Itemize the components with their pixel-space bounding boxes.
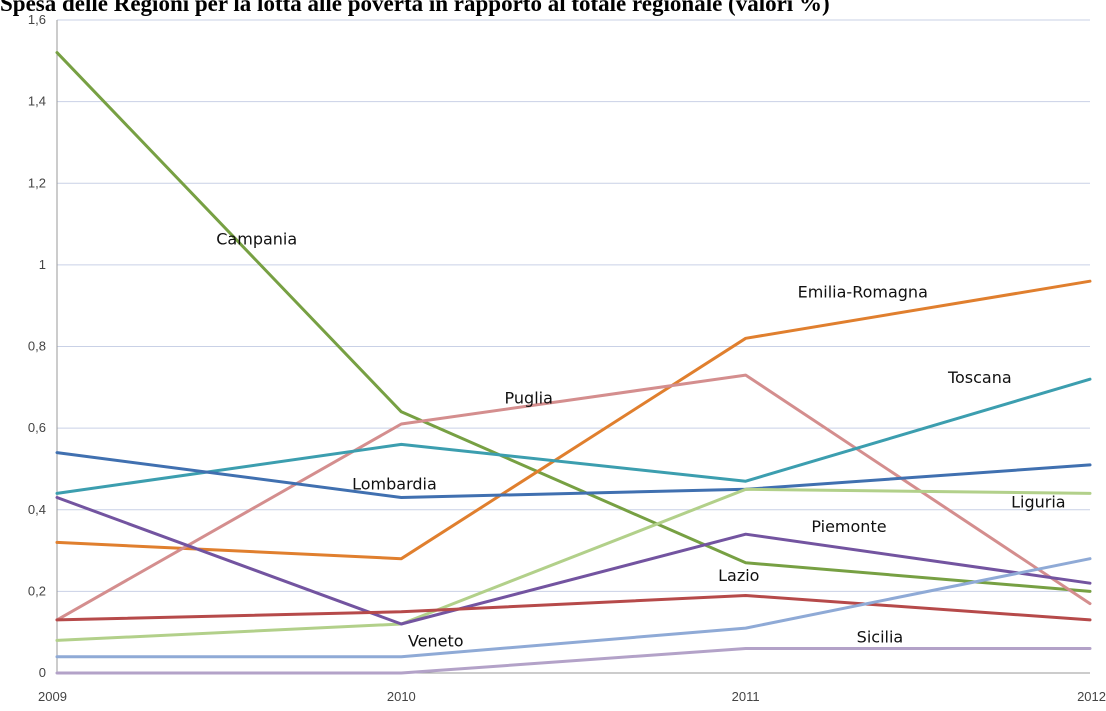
gridlines [57,19,1090,592]
series-label-emilia-romagna: Emilia-Romagna [798,283,928,302]
series-label-veneto: Veneto [408,631,464,650]
series-label-lazio: Lazio [718,566,759,585]
series-label-lombardia: Lombardia [352,474,437,493]
y-tick-label: 1,2 [28,175,46,190]
y-axis-ticks: 0 0,2 0,4 0,6 0,8 1 1,2 1,4 1,6 [28,12,46,680]
y-tick-label: 1 [39,257,46,272]
y-tick-label: 0,4 [28,502,46,517]
x-axis-ticks: 2009 2010 2011 2012 [38,689,1106,704]
y-tick-label: 0,6 [28,420,46,435]
y-tick-label: 0,8 [28,339,46,354]
x-tick-label: 2009 [38,689,67,704]
series-label-campania: Campania [216,229,297,248]
series-label-puglia: Puglia [505,389,553,408]
series-label-toscana: Toscana [947,368,1012,387]
series-lines [55,51,1092,675]
series-label-liguria: Liguria [1011,493,1065,512]
series-line-lazio [55,594,1092,622]
series-line-veneto [55,557,1092,659]
series-line-liguria [55,487,1092,642]
y-tick-label: 1,6 [28,12,46,27]
series-line-puglia [55,373,1092,622]
series-label-sicilia: Sicilia [857,627,904,646]
x-tick-label: 2011 [732,689,760,704]
x-tick-label: 2012 [1077,689,1106,704]
series-line-toscana [55,377,1092,495]
series-line-emilia-romagna [55,279,1092,561]
series-line-piemonte [55,496,1092,626]
series-labels: Campania Emilia-Romagna Puglia Toscana Lomba… [216,229,1065,650]
y-tick-label: 0,2 [28,583,46,598]
series-label-piemonte: Piemonte [811,517,886,536]
series-line-lombardia [55,451,1092,499]
series-line-sicilia [55,647,1092,675]
y-tick-label: 0 [39,665,46,680]
y-tick-label: 1,4 [28,94,46,109]
x-tick-label: 2010 [387,689,416,704]
series-line-campania [55,51,1092,593]
chart-title: Spesa delle Regioni per la lotta alle po… [0,0,830,16]
